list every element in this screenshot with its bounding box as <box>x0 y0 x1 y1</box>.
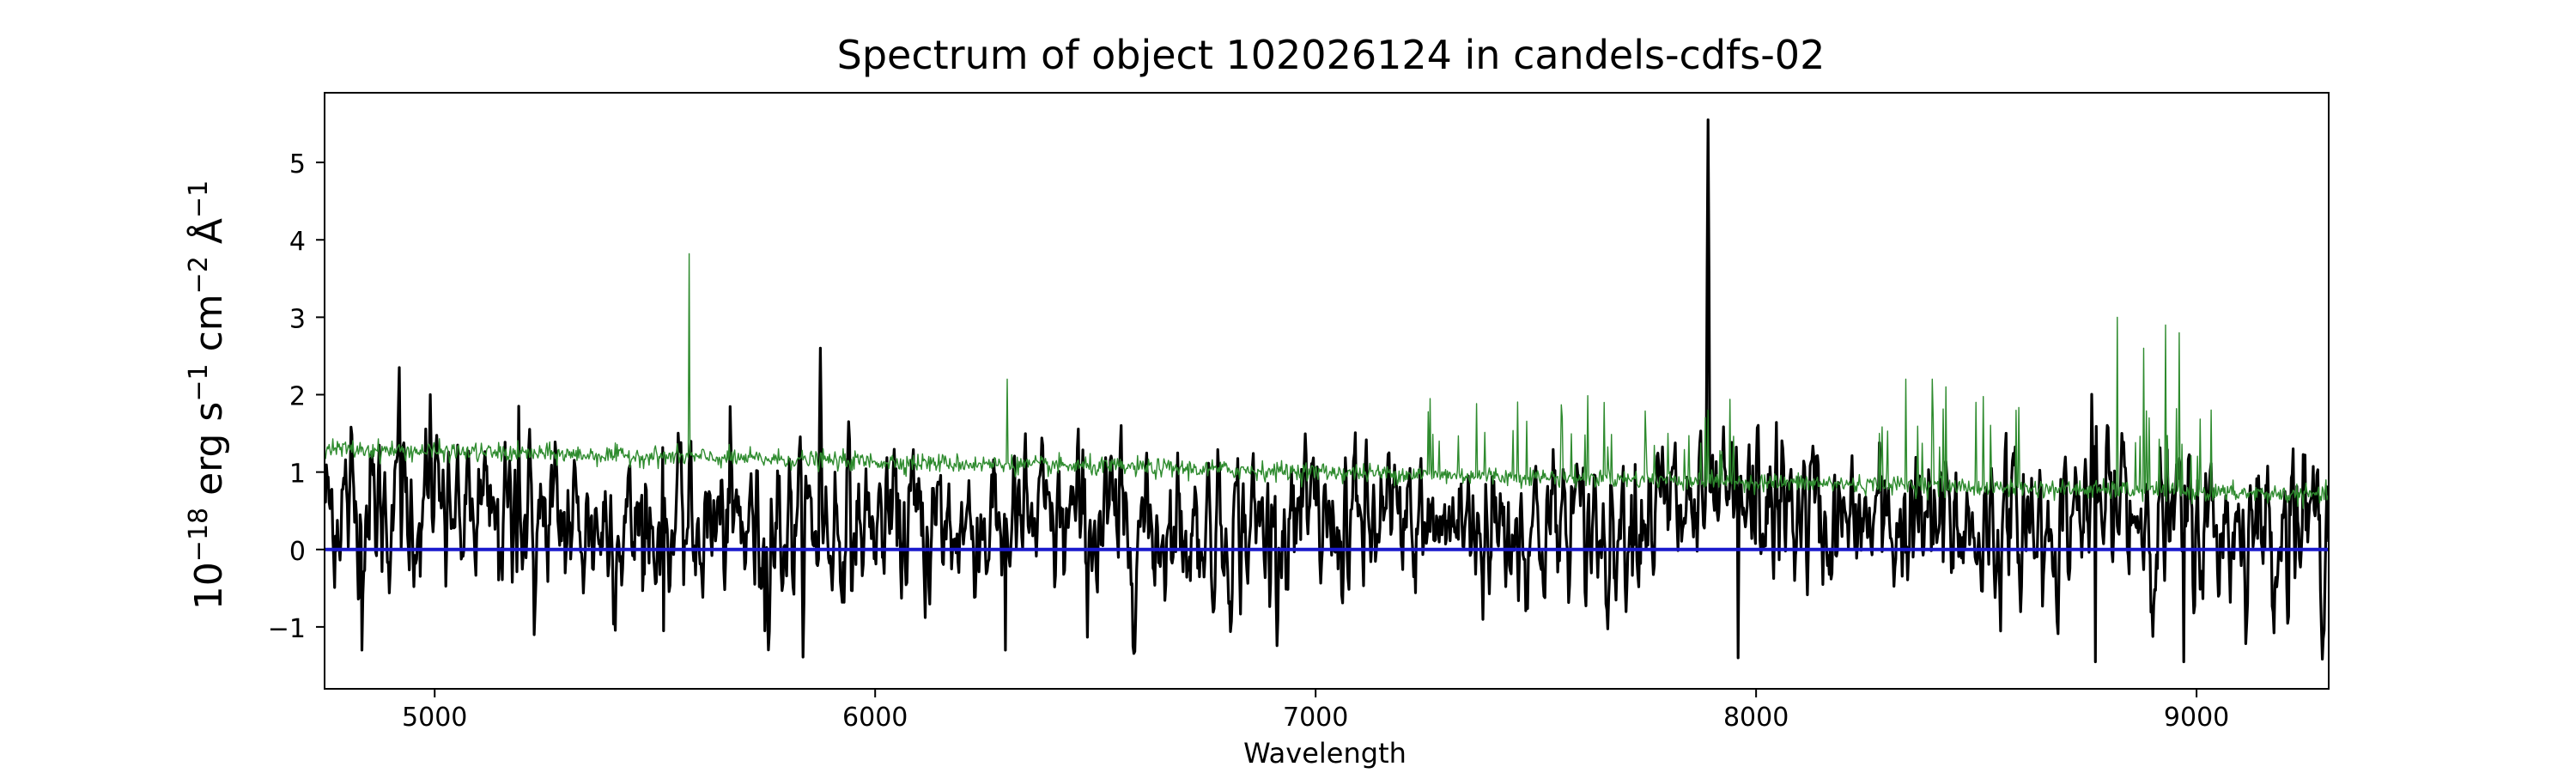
x-tick-label: 6000 <box>842 703 908 733</box>
series-layer <box>325 118 2329 664</box>
x-axis-label: Wavelength <box>1243 737 1406 770</box>
x-tick-label: 5000 <box>402 703 467 733</box>
plot-frame <box>324 92 2330 690</box>
axes: 5000 6000 7000 8000 9000 −1 0 1 2 3 4 5 <box>268 92 2330 733</box>
x-tick-label: 8000 <box>1723 703 1789 733</box>
y-tick-label: 3 <box>289 304 306 334</box>
chart-title: Spectrum of object 102026124 in candels-… <box>837 32 1826 78</box>
series-line-error <box>325 253 2329 509</box>
x-tick-label: 9000 <box>2164 703 2229 733</box>
y-tick-label: −1 <box>268 614 306 644</box>
y-tick-label: 4 <box>289 227 306 257</box>
y-tick-label: 1 <box>289 460 306 490</box>
x-tick-label: 7000 <box>1283 703 1348 733</box>
y-axis-label: 10−18 erg s−1 cm−2 Å−1 <box>184 180 232 610</box>
series-line-flux <box>325 118 2329 664</box>
svg-text:10−18 erg s−1 cm−2 Å−1: 10−18 erg s−1 cm−2 Å−1 <box>184 180 232 610</box>
y-tick-label: 5 <box>289 149 306 180</box>
y-tick-label: 0 <box>289 537 306 567</box>
y-tick-label: 2 <box>289 382 306 412</box>
